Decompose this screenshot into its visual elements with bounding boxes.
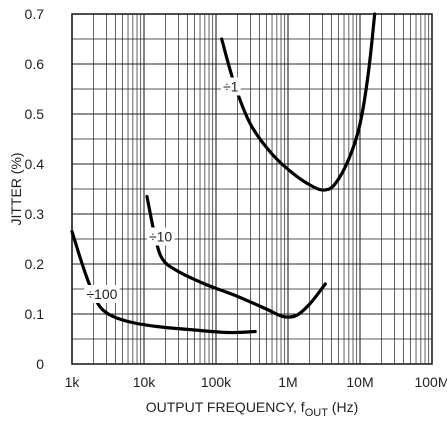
x-tick-label: 10M (346, 374, 373, 390)
series-label-2: ÷100 (86, 286, 117, 302)
y-tick-label: 0.2 (25, 256, 45, 272)
y-tick-label: 0.7 (25, 6, 45, 22)
x-axis-title: OUTPUT FREQUENCY, fOUT (Hz) (146, 399, 359, 419)
x-tick-label: 100M (414, 374, 447, 390)
series-label-background (146, 227, 175, 246)
series-line-0 (220, 12, 377, 192)
x-tick-label: 10k (133, 374, 157, 390)
y-tick-labels: 0 0.1 0.2 0.3 0.4 0.5 0.6 0.7 (25, 6, 45, 372)
x-tick-label: 1M (278, 374, 297, 390)
y-tick-label: 0.5 (25, 106, 45, 122)
x-axis-title-main: OUTPUT FREQUENCY, f (146, 399, 305, 415)
grid (71, 14, 432, 364)
series-label-1: ÷10 (149, 229, 172, 245)
y-tick-label: 0.6 (25, 56, 45, 72)
y-tick-label: 0.3 (25, 206, 45, 222)
x-axis-title-unit: (Hz) (328, 399, 358, 415)
x-tick-label: 1k (65, 374, 81, 390)
series-label-background (84, 285, 120, 303)
series-label-background (220, 77, 241, 96)
series-line-1 (145, 194, 327, 319)
y-tick-label: 0.4 (25, 156, 45, 172)
x-axis-title-subscript: OUT (305, 407, 329, 419)
plot-frame (71, 13, 433, 365)
y-axis-title: JITTER (%) (8, 152, 24, 225)
series-line-2 (70, 229, 257, 335)
curve-labels: ÷1 ÷10 ÷100 (84, 77, 241, 303)
y-tick-label: 0 (36, 356, 44, 372)
x-tick-labels: 1k 10k 100k 1M 10M 100M (65, 374, 447, 390)
series-layer (70, 12, 377, 335)
y-tick-label: 0.1 (25, 306, 45, 322)
series-label-0: ÷1 (223, 79, 239, 95)
x-tick-label: 100k (201, 374, 232, 390)
